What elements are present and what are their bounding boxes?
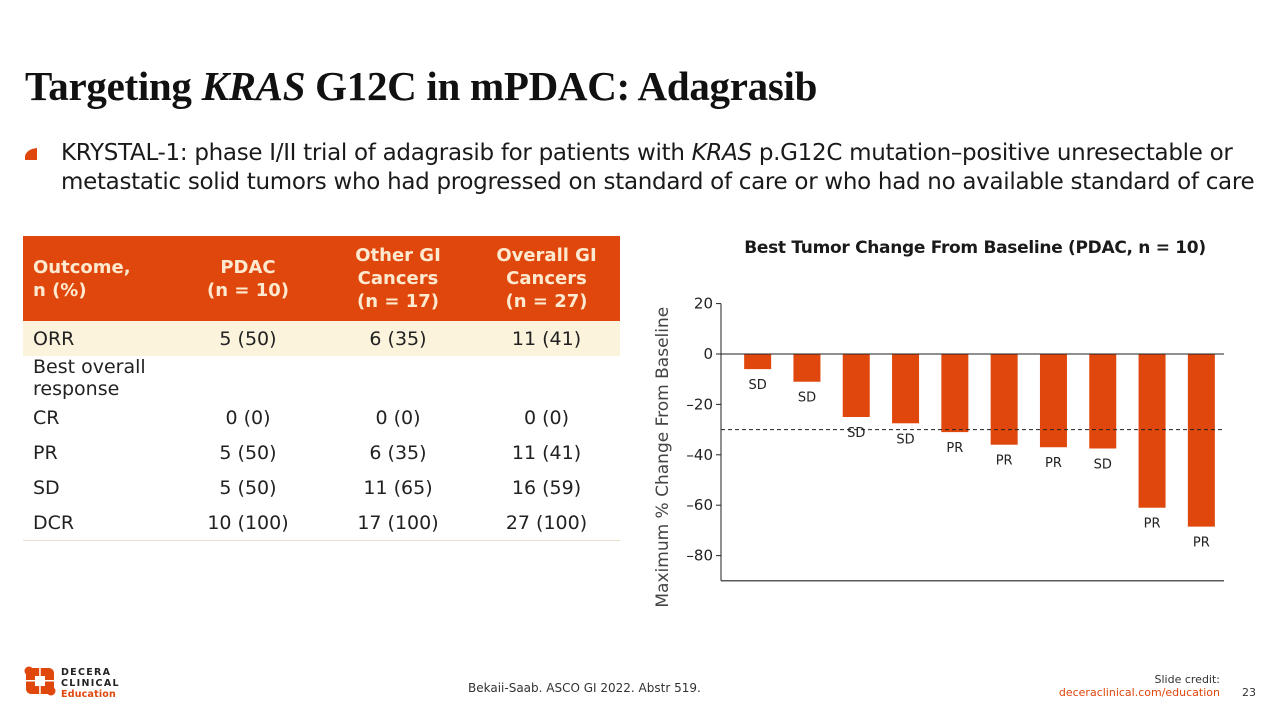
bullet-text-part: p.G12C mutation–positive unresectable or… [61,140,1255,195]
credit-label: Slide credit: [1154,673,1221,686]
row-value: 0 (0) [375,406,421,429]
header-line: Cancers [357,268,439,289]
y-tick-label: –80 [686,547,713,565]
row-value [173,356,323,400]
bar-label: PR [946,441,963,456]
table-row: Best overall response [23,356,620,400]
bar [892,354,920,424]
row-value: 16 (59) [511,476,582,499]
bullet-quarter-circle-icon [25,148,37,160]
bar-label: SD [896,432,914,447]
slide-title: Targeting KRAS G12C in mPDAC: Adagrasib [25,62,817,110]
bar-label: SD [847,426,865,441]
header-line: Overall GI [496,245,597,266]
row-label: PR [33,441,58,464]
slide-credit: Slide credit: deceraclinical.com/educati… [1059,673,1220,699]
row-value: 6 (35) [323,321,473,356]
header-line: (n = 17) [357,291,439,312]
table-row: ORR 5 (50) 6 (35) 11 (41) [23,321,620,356]
bar [842,354,870,417]
logo-wordmark: DECERA CLINICAL Education [61,667,120,700]
bar [1138,354,1166,508]
row-label: CR [33,406,60,429]
chart-title: Best Tumor Change From Baseline (PDAC, n… [744,238,1206,258]
row-value: 10 (100) [173,505,323,541]
header-other-gi: Other GI Cancers (n = 17) [323,236,473,321]
y-tick-label: –60 [686,496,713,514]
header-line: PDAC [220,256,276,278]
waterfall-chart: 20 0 –20 –40 –60 –80 SD SD SD SD PR PR PR SD PR PR Maxim… [653,295,1224,608]
bar-label: PR [1193,536,1210,551]
bar [744,354,772,370]
header-pdac: PDAC (n = 10) [173,236,323,321]
row-value: 5 (50) [219,441,277,464]
bar [990,354,1018,445]
y-tick-label: 20 [694,295,713,313]
table-row: PR 5 (50) 6 (35) 11 (41) [23,435,620,470]
header-line: (n = 10) [207,279,289,301]
bar-label: SD [798,391,816,406]
page-number: 23 [1242,686,1256,699]
table-header-row: Outcome, n (%) PDAC (n = 10) Other GI Cance… [23,236,620,321]
bullet-text-part: KRYSTAL-1: phase I/II trial of adagrasib… [61,140,692,166]
bar [793,354,821,382]
header-line: n (%) [33,279,87,301]
row-value: 17 (100) [323,505,473,541]
bar-label: PR [1045,456,1062,471]
y-axis-label: Maximum % Change From Baseline [653,307,673,608]
bar-label: PR [996,454,1013,469]
header-overall-gi: Overall GI Cancers (n = 27) [473,236,620,321]
title-text-rest: G12C in mPDAC: Adagrasib [305,63,818,109]
row-value: 5 (50) [173,321,323,356]
row-value: 6 (35) [369,441,427,464]
table-row: DCR 10 (100) 17 (100) 27 (100) [23,505,620,541]
y-tick-label: –20 [686,395,713,413]
row-value: 0 (0) [523,406,570,429]
row-value [323,356,473,400]
bar-label: SD [1094,458,1112,473]
bar [1187,354,1215,527]
row-value: 11 (65) [363,476,433,499]
decera-logo-icon [24,666,56,696]
header-line: Other GI [355,245,441,266]
table-row: CR 0 (0) 0 (0) 0 (0) [23,400,620,435]
header-line: Cancers [506,268,587,289]
bullet-gene-italic: KRAS [691,140,753,166]
row-value: 11 (41) [511,441,582,464]
row-label: ORR [23,321,173,356]
bar-label: SD [749,378,767,393]
table-row: SD 5 (50) 11 (65) 16 (59) [23,470,620,505]
row-value: 27 (100) [473,505,620,541]
row-value: 0 (0) [225,406,271,429]
bar-label: PR [1144,517,1161,532]
y-tick-label: 0 [703,345,713,363]
header-line: Outcome, [33,256,131,278]
header-line: (n = 27) [505,291,588,312]
row-label: Best overall response [33,356,146,400]
title-text: Targeting [25,63,202,109]
bar [1089,354,1117,449]
header-outcome: Outcome, n (%) [23,236,173,321]
bar [1039,354,1067,448]
logo-line: DECERA [61,667,112,678]
row-value: 5 (50) [219,476,277,499]
logo-line: Education [61,689,116,700]
bullet-text: KRYSTAL-1: phase I/II trial of adagrasib… [61,139,1261,196]
title-gene-italic: KRAS [201,63,306,109]
bar [941,354,969,433]
row-label: SD [33,476,60,499]
logo-line: CLINICAL [61,678,120,689]
outcomes-table: Outcome, n (%) PDAC (n = 10) Other GI Cance… [23,236,620,541]
y-tick-label: –40 [686,446,713,464]
citation: Bekaii-Saab. ASCO GI 2022. Abstr 519. [468,681,701,695]
row-label: DCR [23,505,173,541]
row-value [473,356,620,400]
credit-url[interactable]: deceraclinical.com/education [1058,686,1220,699]
row-value: 11 (41) [473,321,620,356]
